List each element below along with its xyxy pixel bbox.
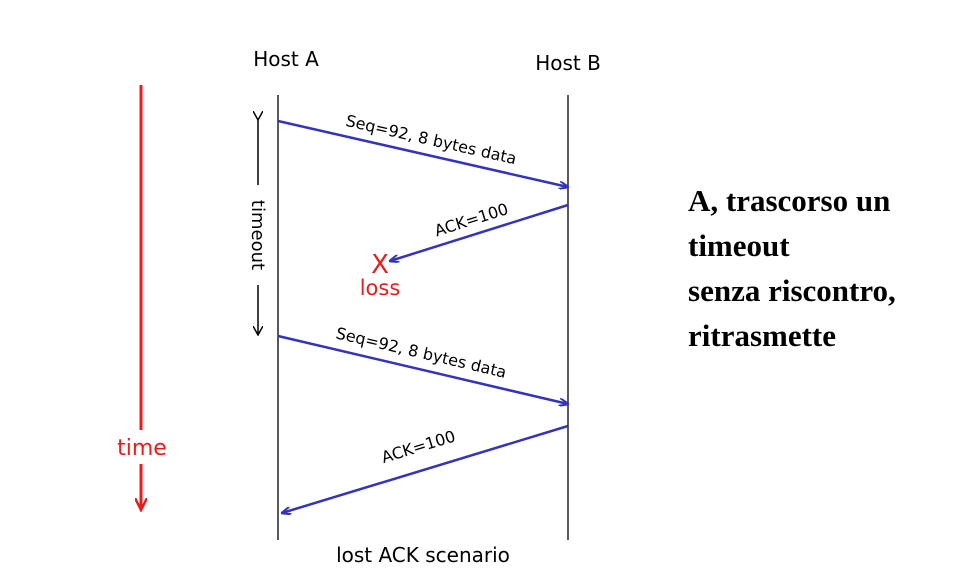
seq-label-2: Seq=92, 8 bytes data [334,323,508,381]
time-label-bg [108,430,176,464]
seq-label-1: Seq=92, 8 bytes data [344,111,518,168]
seq-arrow-2 [277,334,568,404]
explanation-note: A, trascorso un timeout senza riscontro,… [688,178,896,358]
ack-label-2: ACK=100 [379,427,458,467]
note-line-3: senza riscontro, [688,273,896,308]
seq-arrow-1 [277,119,568,187]
note-line-4: ritrasmette [688,318,837,353]
time-label: time [117,436,167,461]
scenario-caption: lost ACK scenario [336,543,510,567]
note-line-1: A, trascorso un [688,183,891,218]
ack-arrow-lost [390,203,569,261]
ack-arrow-2 [282,424,569,513]
loss-x-mark: X [371,250,389,280]
timeout-label: timeout [247,200,268,270]
host-a-label: Host A [253,47,319,71]
timeout-label-bg [248,185,270,285]
host-b-label: Host B [535,51,601,75]
loss-label: loss [360,276,401,300]
note-line-2: timeout [688,228,790,263]
